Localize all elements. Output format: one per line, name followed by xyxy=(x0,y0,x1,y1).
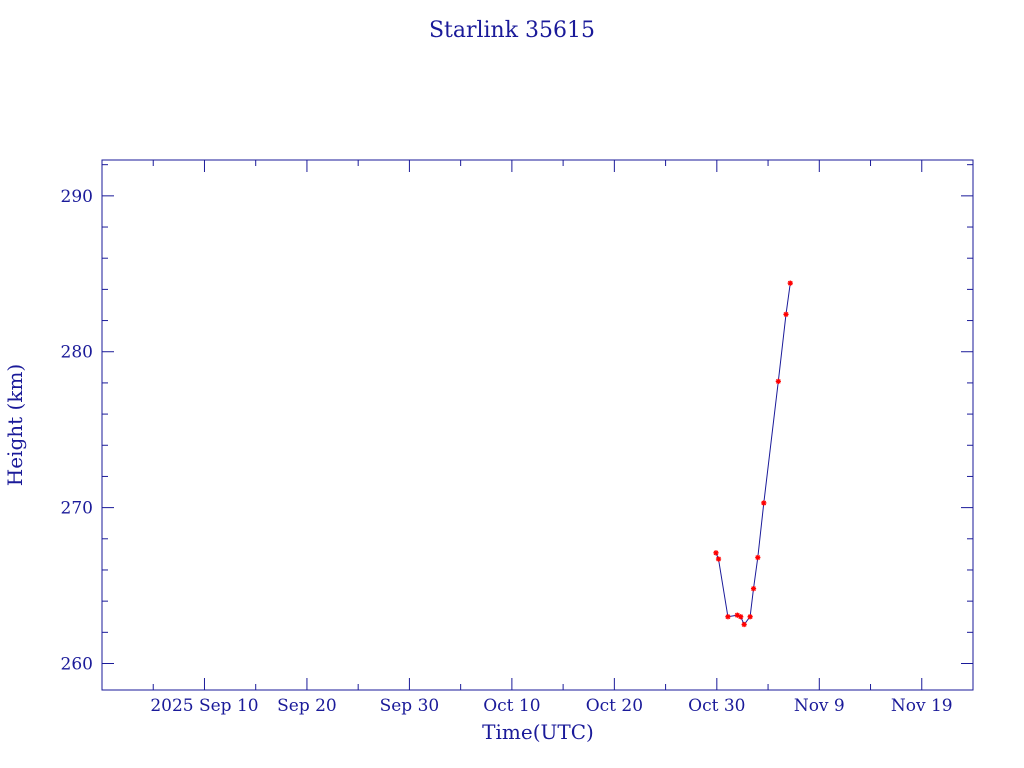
x-tick-label: 2025 Sep 10 xyxy=(150,696,258,716)
data-point xyxy=(755,554,761,561)
data-point xyxy=(713,550,719,556)
data-point xyxy=(775,378,781,384)
x-axis: 2025 Sep 10 Sep 20 Sep 30 Oct 10 Oct 20 Oct 3… xyxy=(101,160,974,716)
data-point xyxy=(750,586,757,592)
x-tick-label: Oct 10 xyxy=(483,696,540,716)
y-axis: 260 270 280 290 xyxy=(61,164,973,675)
x-tick-label: Nov 19 xyxy=(891,696,953,716)
y-tick-label: 290 xyxy=(61,187,93,207)
x-tick-label: Nov 9 xyxy=(794,696,845,716)
y-tick-label: 260 xyxy=(61,655,93,675)
x-tick-label: Sep 20 xyxy=(277,696,337,716)
data-point xyxy=(783,311,789,317)
series-group xyxy=(713,280,793,628)
data-point xyxy=(738,614,744,620)
x-axis-label: Time(UTC) xyxy=(482,720,594,744)
data-point xyxy=(761,500,767,506)
x-tick-label: Oct 20 xyxy=(586,696,643,716)
plot-frame xyxy=(101,159,974,691)
y-tick-label: 270 xyxy=(61,499,93,519)
data-point xyxy=(725,614,731,620)
series-line xyxy=(715,283,791,626)
data-point xyxy=(787,280,793,286)
data-point xyxy=(747,614,753,620)
chart-title: Starlink 35615 xyxy=(429,18,595,43)
x-tick-label: Sep 30 xyxy=(380,696,440,716)
y-axis-label: Height (km) xyxy=(3,364,27,486)
data-point xyxy=(741,621,747,628)
y-tick-label: 280 xyxy=(61,343,93,363)
data-point xyxy=(715,556,722,562)
x-tick-label: Oct 30 xyxy=(688,696,745,716)
